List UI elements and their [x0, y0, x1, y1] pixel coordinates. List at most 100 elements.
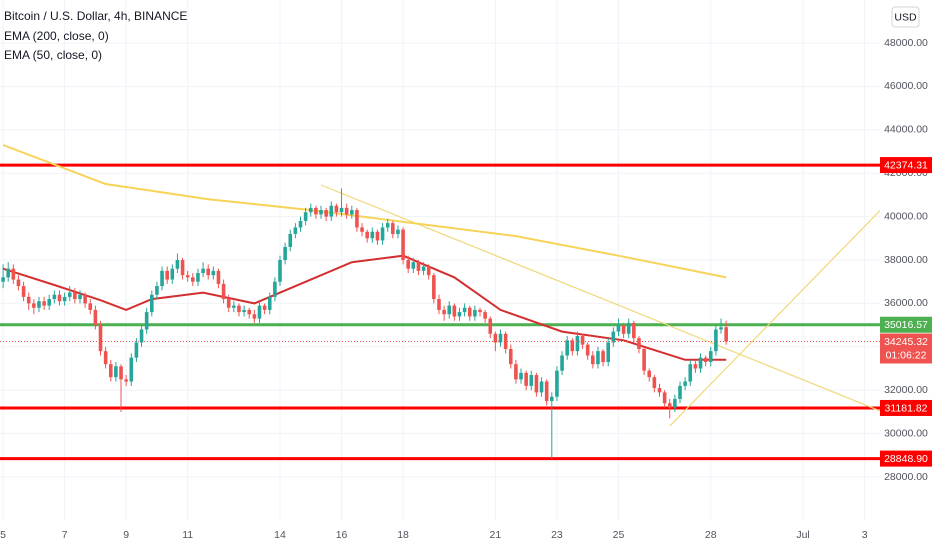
candle-body — [401, 229, 405, 260]
candle-body — [380, 227, 385, 241]
candle-body — [396, 229, 400, 234]
candle-body — [642, 348, 646, 371]
candle-body — [129, 357, 134, 382]
candle-body — [196, 273, 200, 282]
candle-body — [447, 305, 452, 315]
y-tick-label: 48000.00 — [884, 37, 928, 49]
candle-body — [47, 299, 52, 306]
axes: 28000.0030000.0032000.0034000.0036000.00… — [0, 37, 932, 541]
y-tick-label: 44000.00 — [884, 124, 928, 136]
candle-body — [221, 283, 226, 300]
candle-body — [652, 377, 657, 389]
candle-body — [144, 312, 149, 330]
candle-body — [175, 260, 180, 269]
candle-body — [616, 325, 621, 332]
candle-body — [575, 335, 580, 352]
candle-body — [124, 379, 128, 382]
candle-body — [688, 364, 693, 382]
candle-body — [385, 223, 390, 228]
x-tick-label: 25 — [613, 529, 625, 541]
y-tick-label: 46000.00 — [884, 80, 928, 92]
candle-body — [467, 307, 472, 317]
candle-body — [211, 270, 216, 276]
candle-body — [155, 286, 159, 295]
candle-body — [273, 281, 277, 297]
candle-body — [257, 305, 262, 319]
candle-body — [226, 299, 231, 308]
candle-body — [37, 301, 41, 308]
candle-body — [62, 296, 67, 302]
candle-body — [252, 314, 257, 319]
candle-body — [108, 364, 113, 378]
x-tick-label: 18 — [397, 529, 409, 541]
candle-body — [191, 277, 195, 282]
candle-body — [483, 312, 487, 319]
legend-ema50: EMA (50, close, 0) — [4, 48, 102, 62]
level-label: 31181.82 — [884, 402, 927, 414]
candle-body — [1, 277, 5, 282]
candle-body — [591, 355, 595, 365]
legend-title: Bitcoin / U.S. Dollar, 4h, BINANCE — [4, 9, 187, 23]
x-tick-label: Jul — [796, 529, 809, 541]
candle-body — [442, 309, 446, 315]
candle-body — [52, 294, 57, 300]
candle-body — [78, 294, 82, 300]
time-axis — [0, 520, 932, 550]
x-tick-label: 14 — [274, 529, 286, 541]
level-label-box — [880, 450, 932, 467]
candle-body — [432, 275, 436, 300]
candle-body — [57, 294, 62, 302]
last-price-label: 34245.32 — [884, 336, 928, 348]
candle-body — [626, 322, 631, 334]
candle-body — [339, 207, 344, 213]
currency-box[interactable] — [891, 6, 920, 28]
candle-body — [724, 327, 728, 342]
candle-body — [88, 303, 93, 310]
candle-body — [329, 205, 334, 217]
candle-body — [570, 340, 575, 352]
candle-body — [73, 292, 77, 300]
candle-body — [278, 260, 282, 282]
candle-body — [165, 270, 169, 280]
y-tick-label: 30000.00 — [884, 427, 928, 439]
candle-body — [370, 231, 375, 239]
candle-body — [580, 335, 585, 345]
candle-body — [67, 292, 72, 297]
candle-body — [26, 296, 31, 304]
candle-body — [206, 268, 211, 276]
legend-ema200: EMA (200, close, 0) — [4, 29, 109, 43]
candle-body — [365, 231, 369, 239]
candle-body — [457, 312, 462, 317]
candle-body — [714, 329, 718, 352]
candle-body — [632, 322, 636, 339]
x-tick-label: 3 — [862, 529, 868, 541]
candle-body — [411, 262, 416, 269]
candle-body — [262, 305, 267, 310]
candle-body — [416, 262, 421, 271]
candle-body — [237, 305, 241, 313]
trendline — [669, 207, 883, 427]
candle-body — [452, 305, 457, 317]
candle-body — [544, 381, 549, 402]
currency[interactable]: USD — [894, 11, 917, 23]
candle-body — [606, 342, 611, 363]
countdown: 01:06:22 — [886, 349, 927, 361]
candle-body — [703, 357, 708, 363]
x-tick-label: 11 — [182, 529, 193, 541]
x-tick-label: 16 — [336, 529, 348, 541]
candle-body — [462, 307, 467, 313]
candle-body — [298, 220, 303, 228]
candle-body — [406, 260, 411, 269]
candle-body — [473, 309, 477, 317]
candle-body — [621, 325, 626, 334]
y-tick-label: 40000.00 — [884, 210, 928, 222]
ema-line — [2, 144, 727, 279]
level-label: 35016.57 — [884, 319, 928, 331]
candle-body — [493, 333, 498, 343]
x-tick-label: 21 — [490, 529, 502, 541]
candle-body — [103, 351, 108, 365]
x-tick-label: 5 — [0, 529, 6, 541]
candle-body — [719, 327, 723, 330]
